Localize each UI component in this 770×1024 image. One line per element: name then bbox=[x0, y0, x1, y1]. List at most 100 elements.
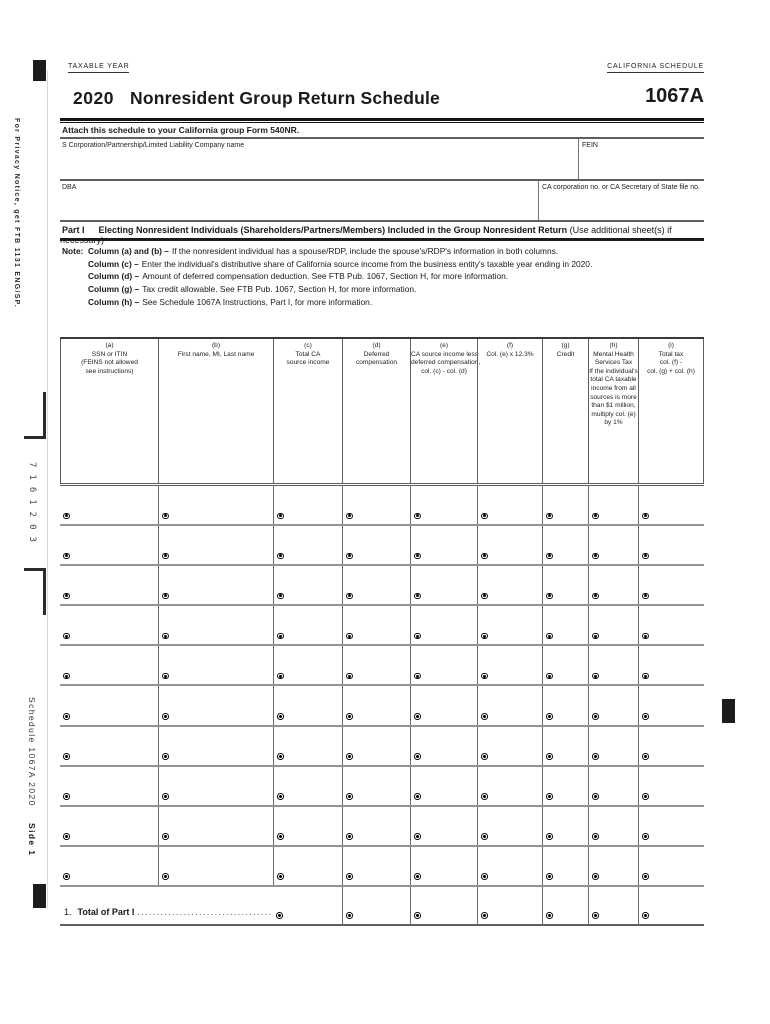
cell-h[interactable] bbox=[588, 486, 638, 525]
cell-d[interactable] bbox=[342, 686, 410, 725]
total-cell-e[interactable] bbox=[410, 886, 477, 924]
cell-e[interactable] bbox=[410, 646, 477, 685]
cell-h[interactable] bbox=[588, 606, 638, 645]
cell-d[interactable] bbox=[342, 846, 410, 885]
cell-b[interactable] bbox=[158, 806, 273, 845]
cell-i[interactable] bbox=[638, 566, 704, 605]
cell-h[interactable] bbox=[588, 806, 638, 845]
cell-f[interactable] bbox=[477, 806, 542, 845]
cell-c[interactable] bbox=[273, 646, 342, 685]
cell-f[interactable] bbox=[477, 486, 542, 525]
cell-a[interactable] bbox=[60, 486, 158, 524]
cell-h[interactable] bbox=[588, 846, 638, 885]
cell-c[interactable] bbox=[273, 526, 342, 565]
cell-a[interactable] bbox=[60, 767, 158, 805]
cell-i[interactable] bbox=[638, 686, 704, 725]
cell-d[interactable] bbox=[342, 606, 410, 645]
cell-b[interactable] bbox=[158, 606, 273, 645]
cell-b[interactable] bbox=[158, 846, 273, 885]
cell-i[interactable] bbox=[638, 646, 704, 685]
cell-b[interactable] bbox=[158, 766, 273, 805]
cell-c[interactable] bbox=[273, 726, 342, 765]
cell-f[interactable] bbox=[477, 766, 542, 805]
cell-i[interactable] bbox=[638, 486, 704, 525]
cell-e[interactable] bbox=[410, 766, 477, 805]
cell-g[interactable] bbox=[542, 686, 588, 725]
cell-h[interactable] bbox=[588, 726, 638, 765]
cell-b[interactable] bbox=[158, 726, 273, 765]
cell-i[interactable] bbox=[638, 806, 704, 845]
cell-i[interactable] bbox=[638, 726, 704, 765]
total-cell-i[interactable] bbox=[638, 886, 704, 924]
cell-f[interactable] bbox=[477, 646, 542, 685]
cell-i[interactable] bbox=[638, 606, 704, 645]
cell-g[interactable] bbox=[542, 606, 588, 645]
cell-g[interactable] bbox=[542, 486, 588, 525]
cell-a[interactable] bbox=[60, 646, 158, 684]
total-cell-g[interactable] bbox=[542, 886, 588, 924]
cell-b[interactable] bbox=[158, 566, 273, 605]
cell-c[interactable] bbox=[273, 606, 342, 645]
cell-e[interactable] bbox=[410, 606, 477, 645]
cell-i[interactable] bbox=[638, 846, 704, 885]
cell-d[interactable] bbox=[342, 726, 410, 765]
fein-field[interactable] bbox=[582, 153, 702, 177]
cell-d[interactable] bbox=[342, 526, 410, 565]
cell-g[interactable] bbox=[542, 646, 588, 685]
cell-a[interactable] bbox=[60, 847, 158, 885]
cell-e[interactable] bbox=[410, 486, 477, 525]
cell-d[interactable] bbox=[342, 806, 410, 845]
cell-f[interactable] bbox=[477, 566, 542, 605]
dba-field[interactable] bbox=[62, 195, 534, 217]
ca-corp-number-field[interactable] bbox=[542, 195, 702, 217]
cell-f[interactable] bbox=[477, 606, 542, 645]
cell-g[interactable] bbox=[542, 846, 588, 885]
cell-g[interactable] bbox=[542, 726, 588, 765]
cell-g[interactable] bbox=[542, 566, 588, 605]
cell-b[interactable] bbox=[158, 526, 273, 565]
cell-f[interactable] bbox=[477, 846, 542, 885]
cell-b[interactable] bbox=[158, 646, 273, 685]
cell-f[interactable] bbox=[477, 726, 542, 765]
cell-g[interactable] bbox=[542, 766, 588, 805]
cell-i[interactable] bbox=[638, 526, 704, 565]
cell-b[interactable] bbox=[158, 686, 273, 725]
cell-e[interactable] bbox=[410, 566, 477, 605]
total-cell-c[interactable] bbox=[273, 887, 342, 924]
cell-a[interactable] bbox=[60, 526, 158, 564]
cell-a[interactable] bbox=[60, 566, 158, 604]
cell-e[interactable] bbox=[410, 806, 477, 845]
cell-f[interactable] bbox=[477, 686, 542, 725]
cell-b[interactable] bbox=[158, 486, 273, 525]
total-cell-f[interactable] bbox=[477, 886, 542, 924]
cell-h[interactable] bbox=[588, 566, 638, 605]
cell-g[interactable] bbox=[542, 526, 588, 565]
cell-e[interactable] bbox=[410, 526, 477, 565]
cell-d[interactable] bbox=[342, 486, 410, 525]
cell-a[interactable] bbox=[60, 727, 158, 765]
cell-c[interactable] bbox=[273, 486, 342, 525]
cell-f[interactable] bbox=[477, 526, 542, 565]
cell-c[interactable] bbox=[273, 806, 342, 845]
cell-h[interactable] bbox=[588, 526, 638, 565]
cell-a[interactable] bbox=[60, 807, 158, 845]
cell-c[interactable] bbox=[273, 686, 342, 725]
cell-g[interactable] bbox=[542, 806, 588, 845]
cell-d[interactable] bbox=[342, 566, 410, 605]
total-cell-h[interactable] bbox=[588, 886, 638, 924]
cell-a[interactable] bbox=[60, 686, 158, 724]
cell-d[interactable] bbox=[342, 646, 410, 685]
cell-h[interactable] bbox=[588, 766, 638, 805]
cell-e[interactable] bbox=[410, 686, 477, 725]
cell-h[interactable] bbox=[588, 686, 638, 725]
cell-h[interactable] bbox=[588, 646, 638, 685]
company-name-field[interactable] bbox=[62, 153, 574, 177]
cell-c[interactable] bbox=[273, 846, 342, 885]
cell-c[interactable] bbox=[273, 566, 342, 605]
cell-e[interactable] bbox=[410, 846, 477, 885]
cell-i[interactable] bbox=[638, 766, 704, 805]
cell-d[interactable] bbox=[342, 766, 410, 805]
total-cell-d[interactable] bbox=[342, 886, 410, 924]
cell-a[interactable] bbox=[60, 606, 158, 644]
cell-e[interactable] bbox=[410, 726, 477, 765]
